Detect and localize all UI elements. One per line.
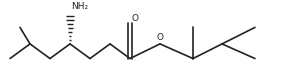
Text: O: O (156, 33, 164, 42)
Text: NH₂: NH₂ (71, 2, 88, 11)
Text: O: O (132, 13, 139, 23)
